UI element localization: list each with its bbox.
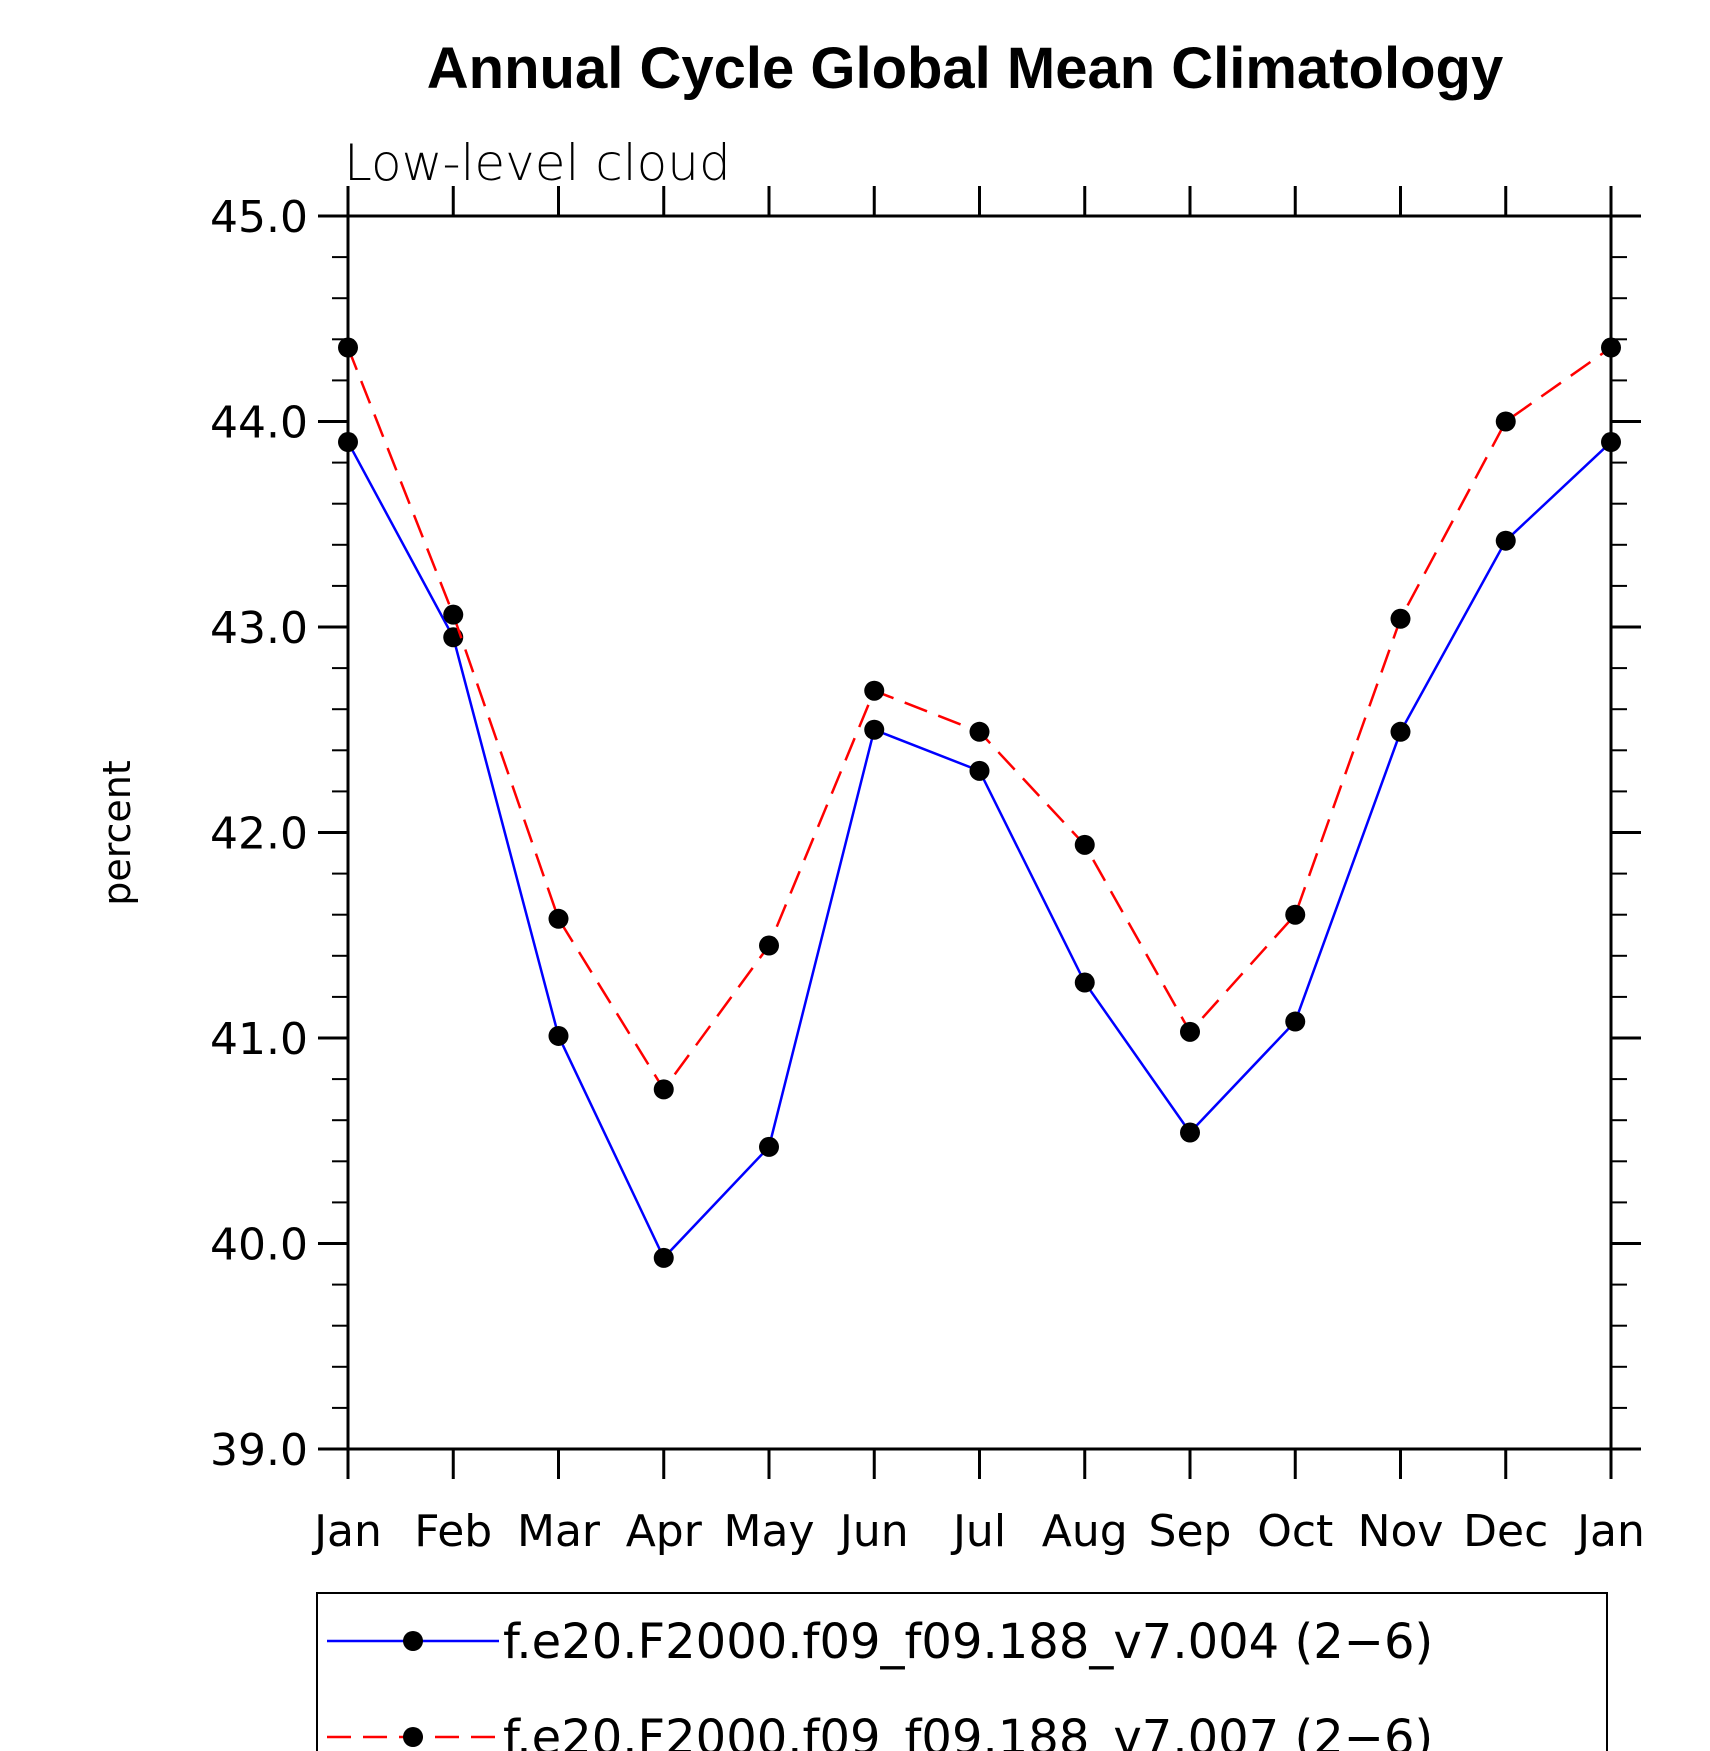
x-tick-label: Jun xyxy=(837,1506,909,1557)
legend-label: f.e20.F2000.f09_f09.188_v7.007 (2−6) xyxy=(503,1710,1433,1751)
y-tick-label: 44.0 xyxy=(210,398,308,449)
data-point xyxy=(864,680,885,701)
series-layer xyxy=(338,337,1621,1268)
data-point xyxy=(1285,904,1306,925)
data-point xyxy=(1074,972,1095,993)
x-tick-label: Aug xyxy=(1042,1506,1128,1557)
y-tick-label: 43.0 xyxy=(210,603,308,654)
legend-box xyxy=(316,1592,1608,1751)
x-tick-label: Oct xyxy=(1257,1506,1333,1557)
data-point xyxy=(653,1247,674,1268)
x-tick-label: Jan xyxy=(311,1506,382,1557)
x-tick-label: Nov xyxy=(1358,1506,1444,1557)
data-point xyxy=(969,721,990,742)
x-tick-label: Mar xyxy=(517,1506,601,1557)
x-tick-label: Feb xyxy=(414,1506,492,1557)
legend-item-2: f.e20.F2000.f09_f09.188_v7.007 (2−6) xyxy=(327,1710,1433,1751)
data-point xyxy=(1390,721,1411,742)
series-1 xyxy=(338,432,1621,1268)
chart-title: Annual Cycle Global Mean Climatology xyxy=(427,36,1503,101)
data-point xyxy=(1180,1021,1200,1042)
y-tick-labels: 39.0 40.0 41.0 42.0 43.0 44.0 45.0 xyxy=(210,192,308,1476)
legend-marker xyxy=(403,1727,423,1747)
series-line xyxy=(346,346,1612,1092)
data-point xyxy=(548,908,569,929)
data-point xyxy=(653,1079,674,1100)
data-point xyxy=(1074,834,1095,855)
y-tick-label: 40.0 xyxy=(210,1220,308,1271)
y-tick-label: 45.0 xyxy=(210,192,308,243)
legend: f.e20.F2000.f09_f09.188_v7.004 (2−6) f.e2… xyxy=(316,1592,1608,1751)
data-point xyxy=(759,1136,779,1157)
data-point xyxy=(1285,1011,1306,1032)
data-point xyxy=(1180,1122,1200,1143)
y-axis-label: percent xyxy=(95,760,139,906)
x-tick-label: Jan xyxy=(1574,1506,1645,1557)
data-point xyxy=(1495,411,1516,432)
x-tick-label: Sep xyxy=(1149,1506,1232,1557)
x-tick-label: May xyxy=(724,1506,815,1557)
series-2 xyxy=(338,337,1621,1100)
data-point xyxy=(759,935,779,956)
x-tick-label: Apr xyxy=(626,1506,703,1557)
y-tick-label: 42.0 xyxy=(210,809,308,860)
x-tick-label: Dec xyxy=(1463,1506,1548,1557)
legend-marker xyxy=(403,1631,423,1651)
x-tick-label: Jul xyxy=(950,1506,1006,1557)
legend-items: f.e20.F2000.f09_f09.188_v7.004 (2−6) f.e2… xyxy=(327,1614,1433,1751)
data-point xyxy=(1495,530,1516,551)
legend-item-1: f.e20.F2000.f09_f09.188_v7.004 (2−6) xyxy=(327,1614,1433,1670)
data-point xyxy=(548,1025,569,1046)
y-tick-label: 41.0 xyxy=(210,1014,308,1065)
data-point xyxy=(864,719,885,740)
y-tick-label: 39.0 xyxy=(210,1425,308,1476)
data-point xyxy=(443,604,464,625)
series-line xyxy=(346,441,1612,1261)
axis-ticks xyxy=(318,186,1641,1479)
data-point xyxy=(1390,608,1411,629)
chart-subtitle: Low-level cloud xyxy=(344,134,731,192)
x-tick-labels: Jan Feb Mar Apr May Jun Jul Aug Sep Oct Nov Dec Jan xyxy=(311,1506,1645,1557)
plot-frame xyxy=(346,214,1613,1451)
data-point xyxy=(969,760,990,781)
legend-label: f.e20.F2000.f09_f09.188_v7.004 (2−6) xyxy=(503,1614,1433,1670)
